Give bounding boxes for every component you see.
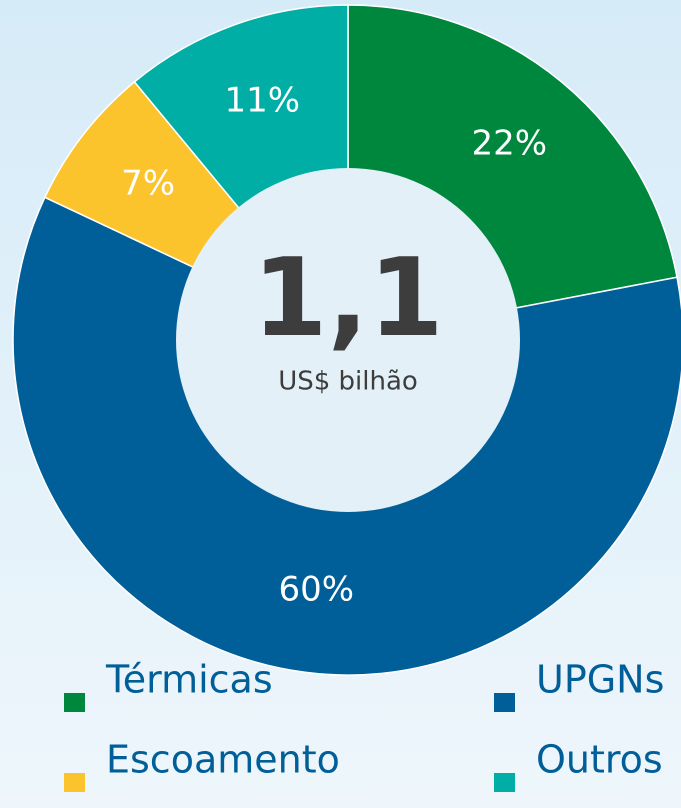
legend-label: Térmicas xyxy=(105,658,273,702)
legend-label: Escoamento xyxy=(106,738,340,782)
legend-swatch xyxy=(64,693,85,712)
legend-swatch xyxy=(64,773,85,792)
legend-swatch xyxy=(494,773,515,792)
slice-label: 11% xyxy=(225,80,301,120)
center-label: US$ bilhão xyxy=(278,367,418,397)
slice-label: 22% xyxy=(471,124,547,164)
legend-swatch xyxy=(494,693,515,712)
legend-label: UPGNs xyxy=(536,658,664,702)
legend-label: Outros xyxy=(536,738,663,782)
center-value: 1,1 xyxy=(252,236,443,361)
slice-label: 7% xyxy=(121,163,175,203)
slice-label: 60% xyxy=(279,570,355,610)
donut-hole xyxy=(176,168,520,512)
